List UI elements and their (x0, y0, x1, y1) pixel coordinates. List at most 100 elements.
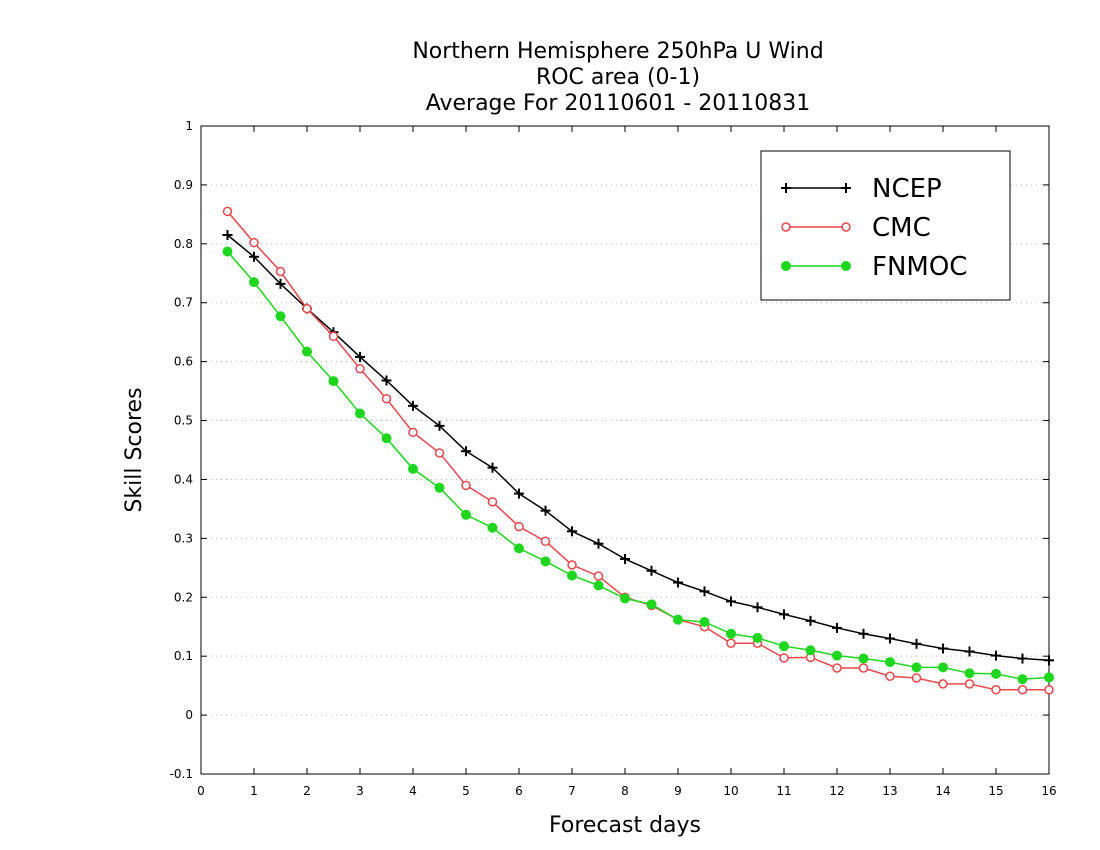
data-point-fnmoc (355, 408, 365, 419)
data-point-cmc (222, 206, 233, 217)
series-ncep (222, 229, 1054, 666)
data-point-ncep (381, 375, 392, 386)
y-tick-label: 0.6 (174, 355, 193, 369)
chart-title-line-1: Northern Hemisphere 250hPa U Wind (412, 39, 823, 64)
data-point-ncep (514, 488, 524, 499)
x-tick-label: 6 (515, 784, 523, 798)
legend-marker (841, 183, 851, 193)
legend-marker (841, 222, 851, 232)
x-axis-title: Forecast days (549, 813, 701, 838)
data-point-fnmoc (885, 657, 895, 668)
data-point-ncep (832, 622, 842, 633)
data-point-ncep (779, 609, 789, 620)
data-point-fnmoc (381, 433, 392, 444)
data-point-fnmoc (620, 593, 630, 604)
data-point-fnmoc (938, 662, 948, 673)
y-tick-labels: -0.1 0 0.1 0.2 0.3 0.4 0.5 0.6 0.7 0.8 0.9 1 (170, 119, 193, 781)
data-point-ncep (487, 462, 498, 473)
data-point-ncep (673, 577, 683, 588)
data-point-fnmoc (1044, 672, 1054, 683)
data-point-ncep (885, 633, 895, 644)
data-point-cmc (540, 536, 551, 547)
data-point-fnmoc (275, 311, 286, 322)
legend-marker (841, 261, 851, 271)
y-tick-label: 0.8 (174, 237, 193, 251)
data-point-cmc (1017, 685, 1028, 695)
data-point-fnmoc (514, 543, 524, 554)
data-point-fnmoc (991, 668, 1001, 679)
data-point-cmc (381, 393, 392, 404)
data-point-fnmoc (593, 580, 604, 591)
data-point-ncep (434, 420, 445, 431)
data-point-ncep (646, 565, 657, 576)
y-tick-label: 0.7 (174, 296, 193, 310)
data-point-ncep (567, 526, 577, 537)
y-tick-label: 0.5 (174, 414, 193, 428)
data-point-ncep (964, 646, 975, 657)
data-point-cmc (461, 480, 471, 491)
legend-box (760, 150, 1011, 301)
data-point-cmc (593, 571, 604, 581)
data-point-cmc (487, 497, 498, 507)
x-tick-label: 15 (988, 784, 1003, 798)
y-tick-label: 1 (185, 119, 193, 133)
x-tick-label: 7 (568, 784, 576, 798)
data-point-ncep (355, 351, 365, 362)
data-point-ncep (222, 229, 233, 240)
x-tick-label: 13 (882, 784, 897, 798)
data-series (222, 206, 1054, 695)
x-tick-label: 12 (829, 784, 844, 798)
data-point-fnmoc (832, 650, 842, 661)
chart-title-line-2: ROC area (0-1) (536, 65, 700, 90)
chart-title: Northern Hemisphere 250hPa U Wind ROC ar… (412, 39, 823, 116)
x-tick-label: 11 (776, 784, 791, 798)
y-tick-label: 0.1 (174, 649, 193, 663)
data-point-cmc (964, 679, 975, 689)
data-point-cmc (302, 303, 312, 314)
legend-marker (781, 183, 791, 193)
legend-item-ncep: NCEP (781, 174, 942, 204)
data-point-cmc (991, 685, 1001, 695)
data-point-ncep (938, 643, 948, 654)
data-point-fnmoc (461, 509, 471, 520)
data-point-ncep (1044, 655, 1054, 666)
data-point-cmc (1044, 685, 1054, 695)
y-tick-label: 0.4 (174, 472, 193, 486)
series-fnmoc (222, 246, 1054, 685)
data-point-fnmoc (673, 614, 683, 625)
data-point-cmc (779, 653, 789, 663)
data-point-fnmoc (752, 632, 763, 643)
x-tick-label: 0 (197, 784, 205, 798)
x-tick-label: 9 (674, 784, 682, 798)
legend-label-fnmoc: FNMOC (872, 252, 967, 282)
data-point-fnmoc (222, 246, 233, 257)
data-point-cmc (885, 671, 895, 681)
data-point-fnmoc (805, 645, 816, 656)
series-line-fnmoc (226, 251, 1050, 680)
legend-marker (781, 261, 791, 271)
y-tick-label: 0 (185, 708, 193, 722)
data-point-ncep (752, 602, 763, 613)
data-point-ncep (593, 538, 604, 549)
data-point-cmc (938, 679, 948, 689)
data-point-cmc (858, 663, 869, 673)
data-point-fnmoc (699, 617, 710, 628)
legend-label-ncep: NCEP (872, 174, 942, 204)
data-point-cmc (832, 663, 842, 673)
data-point-cmc (434, 448, 445, 458)
x-tick-label: 10 (723, 784, 738, 798)
data-point-ncep (249, 251, 259, 262)
data-point-cmc (514, 521, 524, 532)
data-point-ncep (726, 596, 736, 607)
x-tick-label: 2 (303, 784, 311, 798)
data-point-fnmoc (964, 668, 975, 679)
data-point-cmc (408, 427, 418, 438)
chart-title-line-3: Average For 20110601 - 20110831 (426, 91, 811, 116)
legend-item-fnmoc: FNMOC (781, 252, 967, 282)
data-point-cmc (275, 266, 286, 277)
data-point-ncep (461, 446, 471, 457)
x-tick-labels: 0 1 2 3 4 5 6 7 8 9 10 11 12 13 14 15 16 (197, 784, 1056, 798)
data-point-fnmoc (858, 653, 869, 664)
legend-item-cmc: CMC (781, 213, 931, 243)
